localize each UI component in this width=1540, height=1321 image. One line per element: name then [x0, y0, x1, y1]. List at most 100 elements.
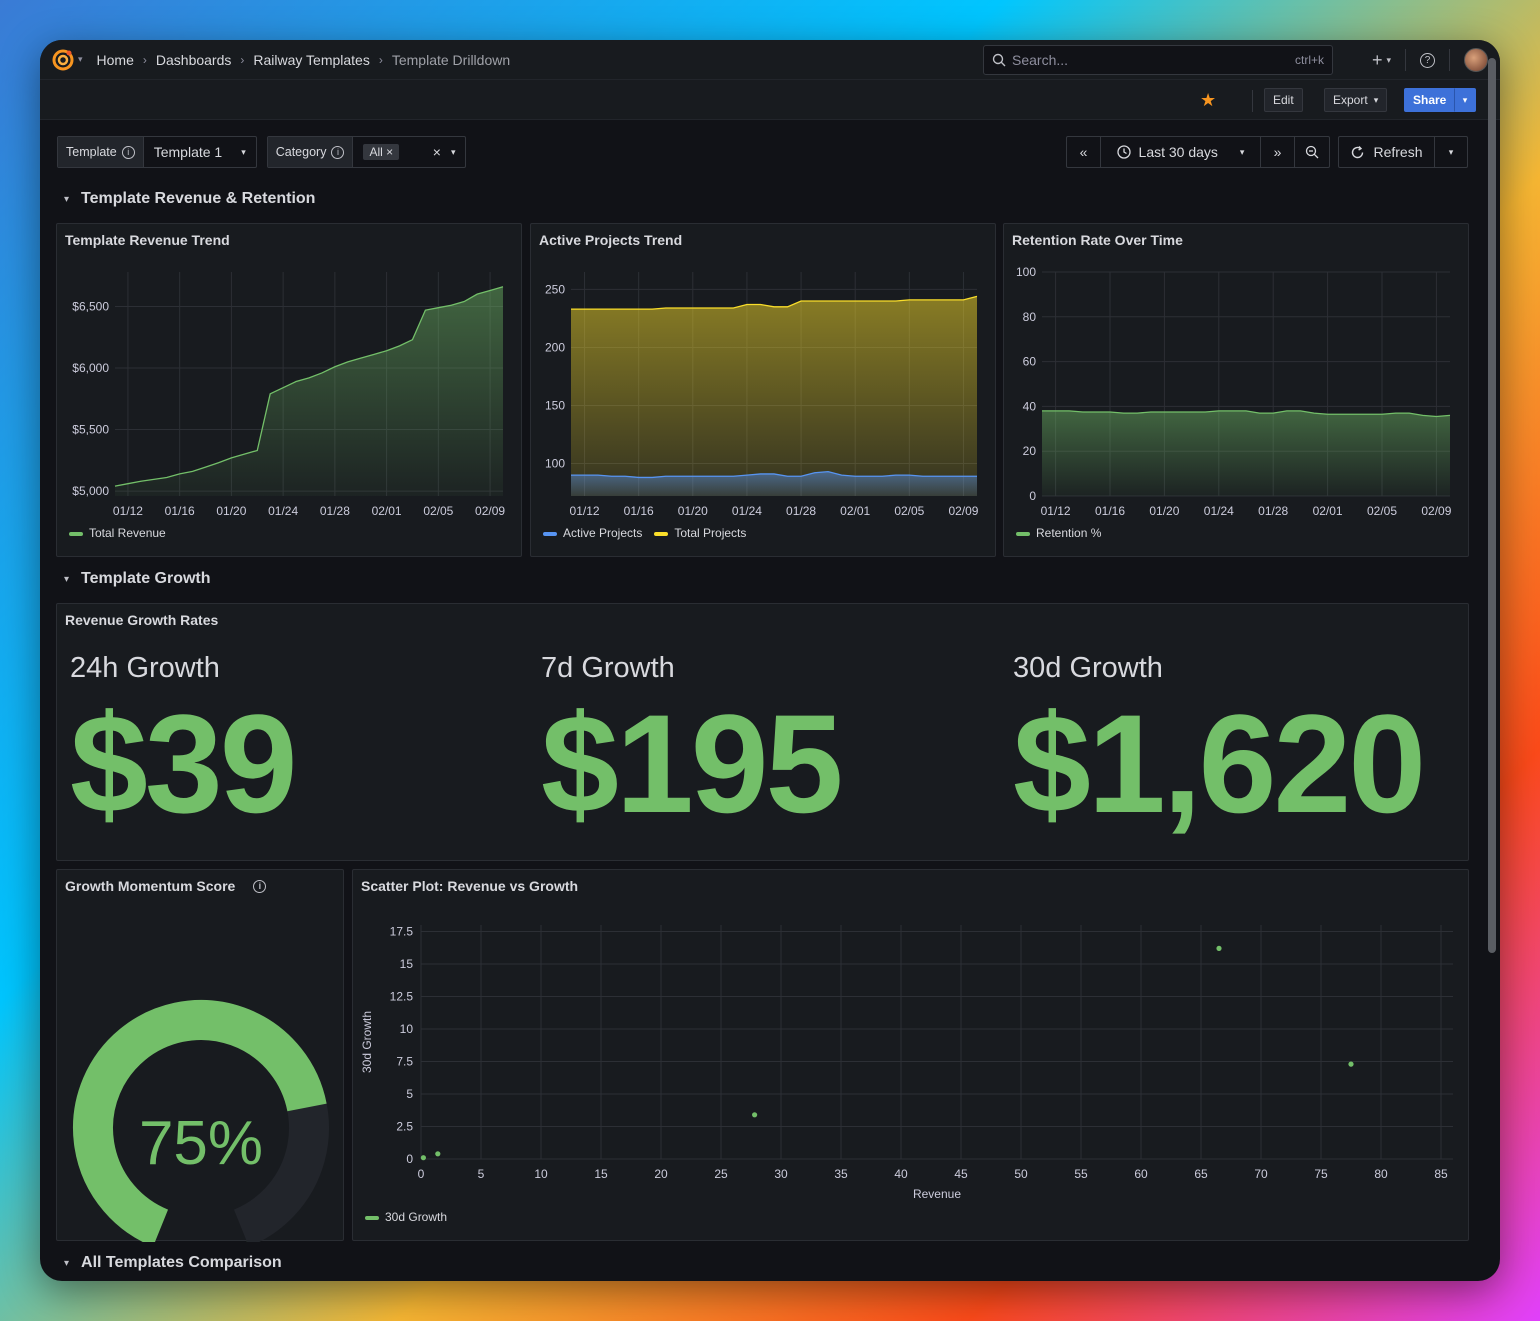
shift-forward-button[interactable]: »: [1261, 137, 1295, 167]
breadcrumb: Home › Dashboards › Railway Templates › …: [97, 52, 511, 68]
refresh-button[interactable]: Refresh: [1339, 137, 1435, 167]
edit-button[interactable]: Edit: [1264, 88, 1303, 112]
category-chip[interactable]: All ×: [363, 144, 400, 160]
chart-legend: Retention %: [1016, 526, 1101, 540]
x-tick-label: 01/16: [624, 504, 654, 518]
legend-item[interactable]: 30d Growth: [365, 1210, 447, 1224]
legend-label: Total Revenue: [89, 526, 166, 540]
x-tick-label: 01/28: [320, 504, 350, 518]
new-button[interactable]: + ▾: [1372, 50, 1391, 71]
panel-title: Retention Rate Over Time: [1012, 232, 1183, 248]
panel-title: Active Projects Trend: [539, 232, 683, 248]
retention-chart: 01/12 01/16 01/20 01/24 01/28 02/01 02/05 02/09…: [1016, 265, 1452, 518]
panel-title-wrap: Growth Momentum Score i: [65, 878, 267, 894]
refresh-icon: [1352, 145, 1364, 158]
y-tick-label: $5,000: [72, 484, 109, 498]
x-tick-label: 01/28: [786, 504, 816, 518]
time-range-button[interactable]: Last 30 days ▾: [1101, 137, 1261, 167]
category-select[interactable]: All × × ▾: [353, 144, 465, 160]
y-tick-label: 17.5: [390, 925, 414, 939]
panel-revenue-trend[interactable]: Template Revenue Trend 01/12 01/16 01/20 01…: [56, 223, 522, 557]
share-label: Share: [1413, 93, 1447, 107]
panel-growth-rates[interactable]: Revenue Growth Rates 24h Growth $39 7d G…: [56, 603, 1469, 861]
search-input[interactable]: Search... ctrl+k: [983, 45, 1333, 75]
grafana-logo-icon[interactable]: [50, 47, 76, 73]
gauge-chart: 75%: [73, 1000, 329, 1242]
scatter-point: [752, 1112, 758, 1118]
x-tick-label: 40: [894, 1167, 908, 1181]
scatter-point: [420, 1155, 426, 1161]
row-header-revenue-retention[interactable]: ▾ Template Revenue & Retention: [64, 190, 315, 208]
y-tick-label: 7.5: [396, 1055, 413, 1069]
legend-label: Retention %: [1036, 526, 1102, 540]
scrollbar[interactable]: [1488, 58, 1496, 953]
x-tick-label: 75: [1314, 1167, 1328, 1181]
share-menu-button[interactable]: ▾: [1454, 88, 1476, 112]
help-icon[interactable]: ?: [1420, 52, 1435, 68]
scatter-chart: 0 5 10 15 20 25 30 35 40 45 50 55 60 65 70 75 80 85 0 2.5 5 7…: [360, 925, 1453, 1201]
legend-item[interactable]: Retention %: [1016, 526, 1101, 540]
scatter-point: [1348, 1061, 1354, 1067]
x-axis-label: Revenue: [913, 1187, 961, 1201]
x-tick-label: 02/09: [1421, 504, 1451, 518]
chevron-down-icon: ▾: [1462, 94, 1468, 105]
legend-item[interactable]: Total Revenue: [69, 526, 166, 540]
y-tick-label: 0: [1029, 489, 1036, 503]
legend-swatch: [69, 531, 83, 536]
chevron-down-icon: ▾: [1239, 146, 1245, 157]
y-tick-label: 40: [1023, 399, 1037, 413]
panel-active-projects[interactable]: Active Projects Trend 01/12 01/16 01/20 01/…: [530, 223, 996, 557]
divider: [1252, 90, 1253, 112]
clear-icon[interactable]: ×: [432, 144, 441, 160]
info-icon[interactable]: i: [121, 145, 135, 159]
avatar[interactable]: [1464, 48, 1488, 72]
info-icon[interactable]: i: [253, 879, 267, 893]
scatter-point: [435, 1151, 441, 1157]
legend-label: 30d Growth: [385, 1210, 448, 1224]
edit-label: Edit: [1273, 93, 1294, 107]
zoom-out-button[interactable]: [1295, 137, 1329, 167]
breadcrumb-dashboards[interactable]: Dashboards: [155, 51, 232, 68]
export-button[interactable]: Export ▾: [1324, 88, 1388, 112]
info-icon[interactable]: i: [331, 145, 345, 159]
share-button[interactable]: Share: [1404, 88, 1456, 112]
panel-retention[interactable]: Retention Rate Over Time 01/12 01/16 01/20…: [1003, 223, 1469, 557]
y-tick-label: 12.5: [390, 990, 414, 1004]
row-header-comparison[interactable]: ▾ All Templates Comparison: [64, 1254, 282, 1272]
x-tick-label: 02/01: [840, 504, 870, 518]
chevron-down-icon[interactable]: ▾: [78, 54, 83, 64]
y-tick-label: 80: [1023, 310, 1037, 324]
shift-back-button[interactable]: «: [1067, 137, 1101, 167]
category-chip-text: All: [369, 145, 383, 159]
gauge-value-arc: [73, 1000, 327, 1242]
legend-swatch: [543, 531, 557, 536]
panel-momentum-gauge[interactable]: Growth Momentum Score i 75%: [56, 869, 344, 1242]
search-placeholder: Search...: [1012, 52, 1069, 68]
remove-chip-icon[interactable]: ×: [386, 145, 394, 159]
legend-item[interactable]: Total Projects: [654, 526, 746, 540]
breadcrumb-folder[interactable]: Railway Templates: [253, 51, 370, 68]
category-label-text: Category: [275, 145, 327, 159]
chart-legend: 30d Growth: [365, 1210, 447, 1224]
x-tick-label: 01/12: [570, 504, 600, 518]
y-tick-label: $6,000: [72, 361, 109, 375]
y-tick-label: 100: [1016, 265, 1036, 279]
legend-label: Active Projects: [563, 526, 643, 540]
legend-item[interactable]: Active Projects: [543, 526, 642, 540]
refresh-interval-button[interactable]: ▾: [1435, 137, 1467, 167]
star-icon[interactable]: ★: [1200, 90, 1217, 110]
stat-value-24h: $39: [70, 685, 298, 842]
chevron-down-icon: ▾: [1448, 146, 1454, 157]
x-tick-label: 02/05: [1367, 504, 1397, 518]
template-select[interactable]: Template 1 ▾: [144, 144, 256, 160]
stat-value-30d: $1,620: [1013, 685, 1426, 842]
chevron-right-icon: ›: [142, 52, 147, 67]
breadcrumb-home[interactable]: Home: [96, 51, 134, 68]
series-line: [571, 295, 978, 310]
series-area: [115, 286, 503, 496]
panel-scatter[interactable]: Scatter Plot: Revenue vs Growth 0 5 10 15 20…: [352, 869, 1469, 1241]
category-variable-label: Category i: [267, 137, 354, 167]
y-tick-label: 150: [545, 398, 565, 412]
row-header-growth[interactable]: ▾ Template Growth: [64, 570, 211, 588]
x-tick-label: 80: [1374, 1167, 1388, 1181]
